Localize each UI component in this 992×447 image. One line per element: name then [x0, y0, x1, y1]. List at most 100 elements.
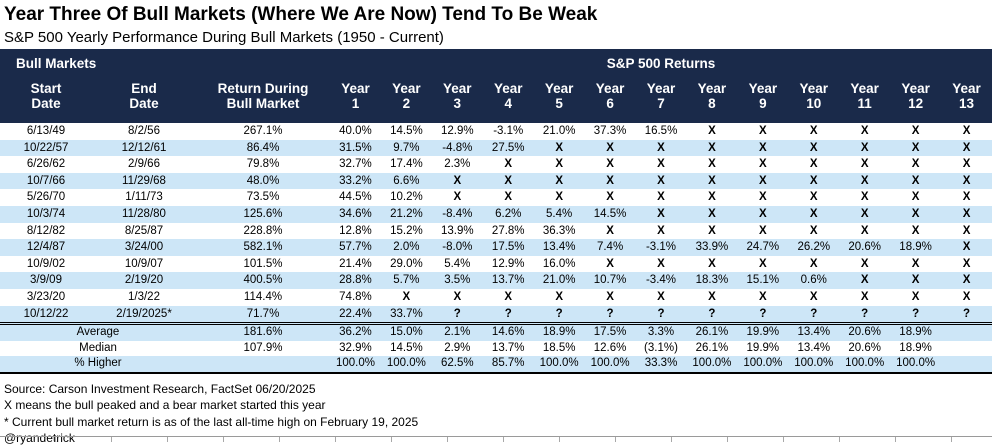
column-header-12: Year [788, 71, 840, 97]
cell-year-8: ? [686, 305, 738, 324]
cell-year-9: 24.7% [737, 239, 789, 256]
cell-year-7: X [635, 205, 687, 223]
cell-year-12: X [911, 125, 920, 137]
column-header-8: Year [584, 71, 636, 97]
column-header-5: 3 [431, 97, 483, 123]
cell-year-3: 12.9% [441, 125, 474, 137]
cell-year-3: 13.9% [441, 224, 474, 237]
summary-year-10: 13.4% [797, 341, 831, 354]
summary-year-11: 100.0% [839, 356, 891, 374]
cell-year-10: X [788, 205, 840, 223]
table-row: 10/22/57 12/12/61 86.4% 31.5% 9.7% -4.8% 27.5%… [0, 139, 992, 157]
column-header-2: Bull Market [196, 97, 330, 123]
column-header-11: Year [737, 71, 789, 97]
summary-year-3: 2.1% [431, 323, 483, 341]
cell-end-date: 8/25/87 [124, 224, 164, 237]
cell-year-7: X [657, 257, 665, 270]
summary-label: % Higher [0, 356, 196, 374]
column-header-row-2: Date Date Bull Market 1 2 3 4 5 6 7 8 9 10 11 12 13 [0, 97, 992, 123]
cell-year-8: X [708, 191, 716, 204]
cell-year-1: 28.8% [330, 272, 381, 289]
summary-year-2: 100.0% [380, 356, 432, 374]
cell-year-3: X [431, 172, 483, 190]
column-header-4: Year [380, 71, 432, 97]
column-header-4: 2 [380, 97, 432, 123]
cell-year-4: X [482, 172, 534, 190]
summary-return: 181.6% [196, 323, 330, 341]
cell-year-1: 33.2% [330, 172, 381, 190]
cell-year-11: X [860, 257, 869, 270]
table-row: 12/4/87 3/24/00 582.1% 57.7% 2.0% -8.0% 17.5% 1… [0, 239, 992, 256]
cell-year-11: X [860, 290, 869, 303]
cell-year-10: X [809, 191, 818, 204]
column-header-1: Date [92, 97, 196, 123]
cell-year-13: X [962, 224, 971, 237]
table-row: 10/3/74 11/28/80 125.6% 34.6% 21.2% -8.4% 6.2%… [0, 205, 992, 223]
cell-year-8: 33.9% [686, 239, 738, 256]
column-header-13: 11 [839, 97, 891, 123]
cell-year-8: X [708, 224, 716, 237]
cell-year-1: 57.7% [330, 239, 381, 256]
cell-return: 267.1% [243, 125, 283, 137]
cell-year-10: X [809, 158, 818, 171]
summary-row: Average 181.6% 36.2% 15.0% 2.1% 14.6% 18.9% 17.… [0, 323, 992, 341]
cell-year-12: X [890, 205, 942, 223]
cell-year-4: 13.7% [482, 272, 534, 289]
summary-row: Median 107.9% 32.9% 14.5% 2.9% 13.7% 18.5% 12.6… [0, 341, 992, 357]
cell-year-6: ? [584, 305, 636, 324]
cell-year-12: X [890, 272, 942, 289]
cell-year-13: X [962, 191, 971, 204]
column-header-15: Year [941, 71, 992, 97]
cell-start-date: 8/12/82 [26, 224, 66, 237]
column-header-15: 13 [941, 97, 992, 123]
cell-year-5: X [533, 139, 585, 157]
cell-return: 125.6% [196, 205, 330, 223]
cell-start-date: 6/13/49 [26, 125, 66, 137]
cell-year-11: X [860, 125, 869, 137]
cell-end-date: 2/19/20 [92, 272, 196, 289]
cell-year-1: 31.5% [330, 139, 381, 157]
cell-year-4: X [504, 158, 513, 171]
column-header-9: Year [635, 71, 687, 97]
cell-start-date: 10/9/02 [26, 257, 66, 270]
cell-return: 101.5% [243, 257, 283, 270]
cell-year-10: X [809, 257, 818, 270]
cell-year-12: X [911, 224, 920, 237]
cell-year-4: 27.8% [491, 224, 525, 237]
summary-year-2: 15.0% [380, 323, 432, 341]
table-row: 3/23/20 1/3/22 114.4% 74.8% X X X X X X X X X X X X [0, 289, 992, 306]
cell-year-5: ? [533, 305, 585, 324]
cell-year-8: X [708, 158, 716, 171]
cell-end-date: 2/19/2025* [92, 305, 196, 324]
cell-year-13: ? [941, 305, 992, 324]
summary-year-10: 100.0% [788, 356, 840, 374]
cell-year-9: X [737, 172, 789, 190]
cell-year-3: 5.4% [444, 257, 471, 270]
summary-year-7: (3.1%) [644, 341, 678, 354]
page-title: Year Three Of Bull Markets (Where We Are… [4, 4, 598, 25]
cell-year-10: X [809, 290, 818, 303]
cell-year-7: -3.1% [635, 239, 687, 256]
summary-year-10: 13.4% [788, 323, 840, 341]
cell-return: 73.5% [246, 191, 280, 204]
cell-year-5: 36.3% [542, 224, 576, 237]
cell-year-3: 2.3% [444, 158, 471, 171]
cell-year-2: 15.2% [390, 224, 423, 237]
cell-year-12: X [911, 257, 920, 270]
summary-label: Average [0, 323, 196, 341]
cell-return: 582.1% [196, 239, 330, 256]
summary-year-4: 14.6% [482, 323, 534, 341]
column-header-0: Date [0, 97, 92, 123]
cell-year-12: 18.9% [890, 239, 942, 256]
cell-end-date: 2/9/66 [128, 158, 160, 171]
cell-year-4: X [504, 191, 513, 204]
column-header-13: Year [839, 71, 891, 97]
column-header-10: Year [686, 71, 738, 97]
cell-year-9: X [759, 224, 767, 237]
column-header-1: End [92, 71, 196, 97]
summary-year-12: 18.9% [890, 323, 942, 341]
cell-year-4: 17.5% [482, 239, 534, 256]
summary-year-12: 18.9% [899, 341, 932, 354]
summary-year-3: 62.5% [431, 356, 483, 374]
cell-year-4: 12.9% [491, 257, 525, 270]
